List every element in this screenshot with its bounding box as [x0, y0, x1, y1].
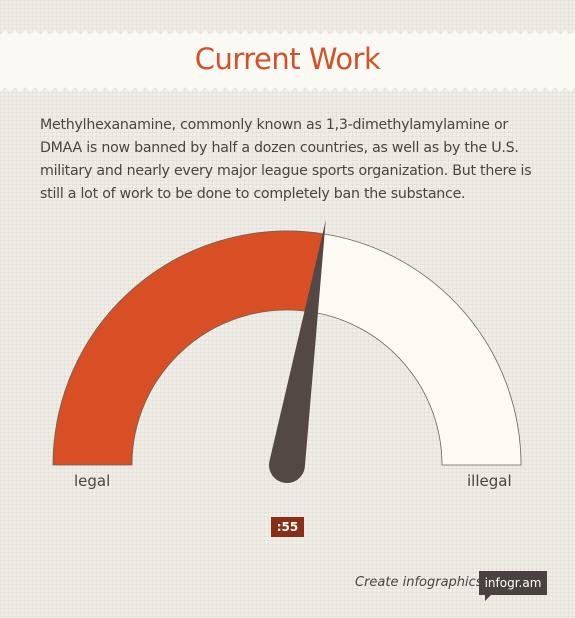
page-title: Current Work [194, 42, 381, 76]
create-infographics-link[interactable]: Create infographics [355, 575, 483, 590]
infogram-logo[interactable]: infogr.am [479, 571, 547, 595]
intro-paragraph: Methylhexanamine, commonly known as 1,3-… [40, 117, 532, 202]
gauge-needle [268, 220, 326, 484]
gauge-arc-empty [310, 233, 522, 466]
gauge-arc-filled [52, 230, 325, 466]
logo-tail [485, 595, 491, 601]
gauge-min-label: legal [74, 472, 111, 490]
gauge-chart [52, 220, 522, 484]
gauge-max-label: illegal [467, 472, 512, 490]
title-banner: Current Work [0, 30, 575, 92]
banner-background [0, 30, 575, 92]
gauge-value-label: :55 [271, 517, 304, 537]
